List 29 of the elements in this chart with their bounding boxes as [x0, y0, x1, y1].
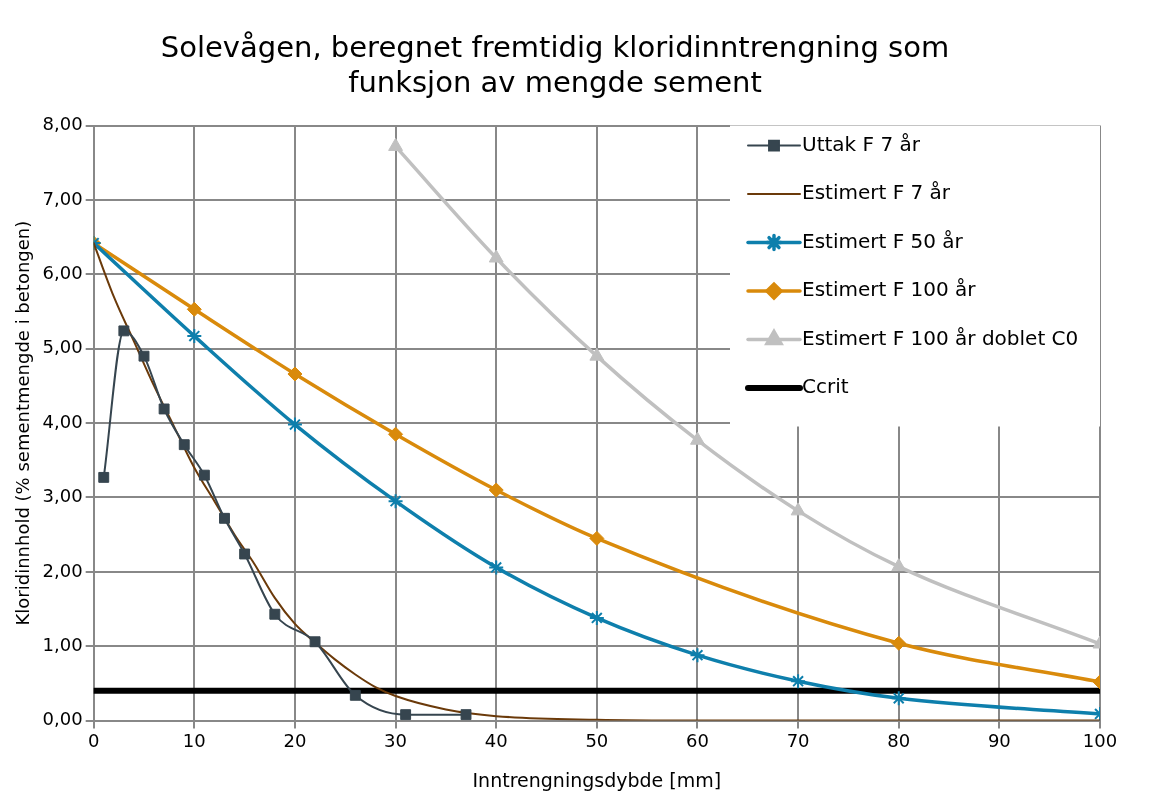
x-tick-label: 30 — [384, 730, 408, 752]
y-tick-label: 4,00 — [42, 410, 83, 432]
x-tick-label: 40 — [484, 730, 508, 752]
y-tick-label: 2,00 — [42, 559, 83, 581]
y-tick-label: 8,00 — [42, 113, 83, 135]
x-tick-label: 20 — [283, 730, 307, 752]
legend-label: Ccrit — [802, 374, 849, 399]
x-tick-label: 10 — [182, 730, 206, 752]
y-tick-label: 6,00 — [42, 262, 83, 284]
x-tick-label: 90 — [987, 730, 1011, 752]
x-tick-label: 60 — [686, 730, 709, 752]
legend-label: Estimert F 100 år doblet C0 — [802, 325, 1079, 350]
x-tick-label: 70 — [786, 730, 810, 752]
y-tick-label: 3,00 — [42, 485, 83, 507]
legend-label: Uttak F 7 år — [802, 131, 921, 156]
x-tick-label: 80 — [887, 730, 911, 752]
x-axis-title: Inntrengningsdybde [mm] — [472, 768, 722, 791]
y-tick-label: 0,00 — [42, 708, 83, 730]
y-tick-label: 5,00 — [42, 336, 83, 358]
y-axis-title: Kloridinnhold (% sementmengde i betongen) — [12, 220, 34, 626]
y-tick-label: 1,00 — [42, 633, 83, 655]
y-tick-label: 7,00 — [42, 187, 83, 209]
x-tick-label: 100 — [1082, 730, 1118, 752]
legend-label: Estimert F 50 år — [802, 228, 964, 253]
x-tick-label: 50 — [585, 730, 609, 752]
x-tick-label: 0 — [87, 730, 100, 752]
chart-title: Solevågen, beregnet fremtidig kloridinntrengning som funksjon av mengde sement — [160, 29, 950, 99]
legend-label: Estimert F 100 år — [802, 277, 977, 302]
legend-label: Estimert F 7 år — [802, 180, 951, 205]
